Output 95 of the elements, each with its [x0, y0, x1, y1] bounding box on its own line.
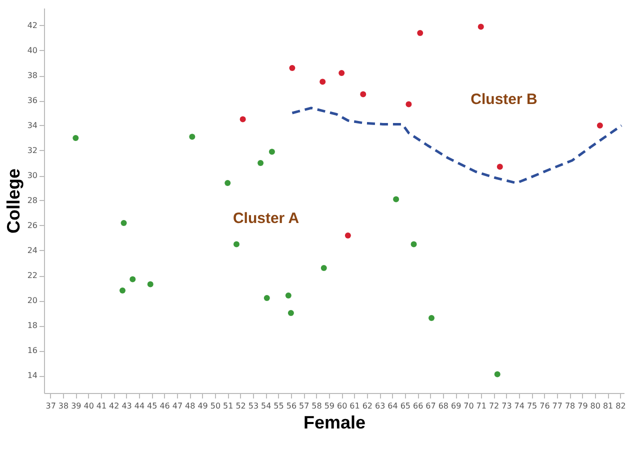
x-tick-label: 40: [84, 402, 94, 410]
x-tick-label: 43: [122, 402, 132, 410]
x-tick-label: 68: [438, 402, 448, 410]
point: [264, 295, 270, 301]
x-tick-label: 50: [210, 402, 221, 410]
point: [120, 288, 126, 294]
point: [288, 310, 294, 316]
x-tick-label: 56: [286, 402, 297, 410]
x-tick-label: 39: [71, 402, 82, 410]
point: [147, 281, 154, 288]
y-tick-label: 22: [27, 271, 38, 280]
point: [130, 276, 136, 282]
x-tick-label: 54: [261, 402, 272, 410]
x-tick-label: 47: [172, 402, 183, 410]
y-tick-label: 34: [27, 121, 38, 130]
x-tick-label: 71: [476, 402, 486, 410]
point: [320, 78, 326, 85]
x-tick-label: 59: [324, 402, 335, 410]
y-tick-label: 36: [27, 96, 38, 105]
y-tick-label: 30: [27, 171, 38, 180]
x-tick-label: 53: [248, 402, 259, 410]
y-tick-label: 24: [27, 246, 38, 255]
x-tick-label: 58: [312, 402, 322, 410]
point: [289, 65, 296, 71]
x-tick-label: 41: [96, 402, 107, 410]
x-tick-label: 55: [274, 402, 284, 410]
x-tick-label: 77: [552, 402, 562, 410]
point: [320, 265, 327, 271]
point: [494, 371, 500, 378]
x-tick-label: 74: [514, 402, 524, 410]
x-tick-label: 78: [564, 402, 576, 410]
x-tick-label: 51: [223, 402, 234, 410]
line-series: [290, 106, 623, 184]
x-tick-label: 38: [58, 402, 69, 410]
annotation: Cluster A: [232, 210, 300, 227]
point: [417, 30, 424, 36]
y-tick-label: 20: [27, 296, 38, 305]
x-tick-label: 57: [299, 402, 310, 410]
x-tick-label: 45: [147, 402, 158, 410]
point: [285, 292, 292, 298]
x-tick-label: 52: [236, 402, 246, 410]
y-tick-label: 40: [27, 46, 38, 55]
y-tick-label: 32: [27, 146, 38, 155]
y-tick-label: 26: [27, 221, 38, 230]
point: [268, 148, 275, 155]
point: [393, 196, 400, 202]
point: [428, 315, 435, 321]
point: [338, 70, 345, 76]
x-tick-label: 61: [350, 402, 360, 410]
point: [224, 180, 231, 186]
x-tick-label: 65: [400, 402, 411, 410]
x-tick-label: 81: [602, 402, 614, 410]
point: [72, 135, 79, 141]
x-tick-label: 49: [198, 402, 208, 410]
x-tick-label: 80: [590, 402, 600, 410]
x-tick-label: 46: [160, 402, 170, 410]
y-tick-label: 42: [27, 21, 38, 30]
x-tick-label: 63: [374, 402, 386, 410]
x-tick-label: 64: [388, 402, 398, 410]
x-tick-label: 79: [578, 402, 588, 410]
point: [258, 160, 264, 166]
point: [596, 122, 603, 128]
x-tick-label: 48: [185, 402, 196, 410]
x-tick-label: 42: [109, 402, 120, 410]
y-tick-label: 14: [27, 371, 38, 380]
x-tick-label: 44: [134, 402, 145, 410]
x-tick-label: 66: [412, 402, 424, 410]
x-tick-label: 60: [337, 402, 348, 410]
annotation: Cluster B: [470, 91, 538, 108]
x-tick-label: 62: [362, 402, 373, 410]
point: [406, 101, 412, 108]
x-tick-label: 73: [502, 402, 512, 410]
point: [233, 241, 240, 248]
x-tick-label: 72: [488, 402, 500, 410]
x-tick-label: 76: [540, 402, 550, 410]
point: [344, 232, 351, 238]
point: [410, 241, 417, 248]
x-tick-label: 67: [426, 402, 436, 410]
point: [240, 116, 246, 122]
point: [496, 164, 503, 170]
y-tick-label: 28: [27, 196, 38, 205]
point: [360, 91, 366, 98]
y-tick-label: 16: [27, 346, 38, 355]
y-tick-label: 18: [27, 321, 38, 330]
point: [189, 134, 196, 140]
x-axis-title: Female: [303, 412, 366, 432]
y-tick-label: 38: [27, 71, 38, 80]
y-axis-title: College: [3, 168, 24, 234]
x-tick-label: 82: [616, 402, 626, 410]
x-tick-label: 69: [450, 402, 462, 410]
point: [120, 220, 127, 226]
point: [478, 24, 484, 30]
x-tick-label: 75: [526, 402, 538, 410]
x-tick-label: 37: [46, 402, 56, 410]
x-tick-label: 70: [464, 402, 474, 410]
